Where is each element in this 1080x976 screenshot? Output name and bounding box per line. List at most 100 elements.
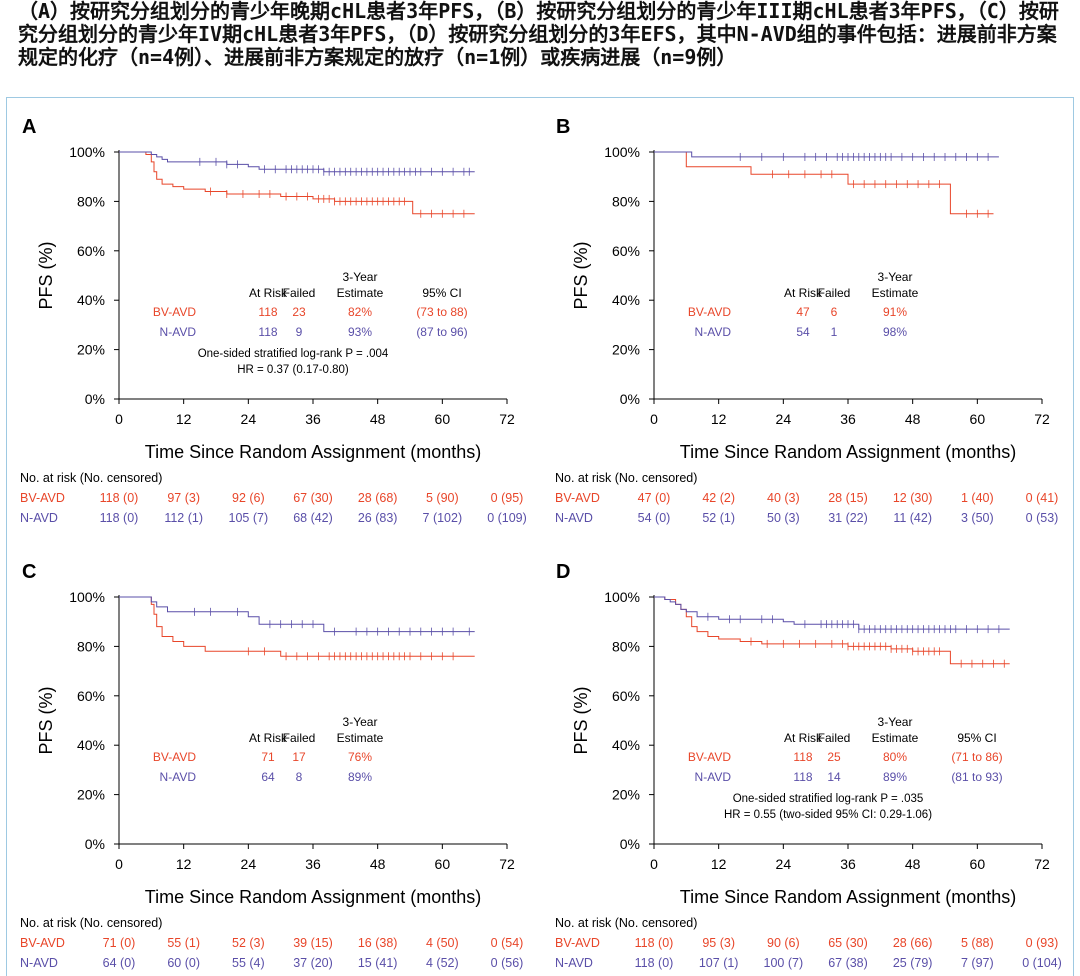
x-tick-label: 24 <box>776 411 792 427</box>
y-axis-label: PFS (%) <box>571 241 591 309</box>
at-risk-cell: 0 (109) <box>487 511 527 525</box>
stat-note: One-sided stratified log-rank P = .004 <box>198 348 389 360</box>
table-header: Estimate <box>337 731 384 745</box>
table-cell: 64 <box>261 770 275 784</box>
at-risk-cell: 118 (0) <box>635 956 674 970</box>
at-risk-cell: 1 (40) <box>961 491 994 505</box>
x-tick-label: 60 <box>435 411 451 427</box>
table-header: Estimate <box>872 731 919 745</box>
x-tick-label: 36 <box>305 856 321 872</box>
x-axis-label: Time Since Random Assignment (months) <box>680 442 1016 462</box>
table-row-label: N-AVD <box>695 325 732 339</box>
table-cell: 80% <box>883 750 907 764</box>
x-tick-label: 36 <box>840 411 856 427</box>
at-risk-title: No. at risk (No. censored) <box>20 916 162 930</box>
panel-B: B 0% 20% 40% 60% 80% 100% 0 12 24 36 48 60 72 Time Sin… <box>555 116 1058 525</box>
x-tick-label: 36 <box>840 856 856 872</box>
table-row-label: BV-AVD <box>688 305 731 319</box>
at-risk-cell: 0 (56) <box>491 956 524 970</box>
at-risk-cell: 3 (50) <box>961 511 994 525</box>
x-tick-label: 60 <box>970 411 986 427</box>
table-row-label: N-AVD <box>160 770 197 784</box>
at-risk-title: No. at risk (No. censored) <box>555 471 697 485</box>
y-tick-label: 40% <box>612 737 640 753</box>
at-risk-title: No. at risk (No. censored) <box>555 916 697 930</box>
at-risk-row-label: BV-AVD <box>20 491 65 505</box>
table-cell: 118 <box>793 770 812 784</box>
at-risk-cell: 47 (0) <box>638 491 671 505</box>
panel-letter: D <box>556 561 570 583</box>
at-risk-cell: 118 (0) <box>635 936 674 950</box>
at-risk-cell: 0 (41) <box>1026 491 1059 505</box>
at-risk-cell: 90 (6) <box>767 936 800 950</box>
stat-note: HR = 0.37 (0.17-0.80) <box>237 364 349 376</box>
at-risk-cell: 118 (0) <box>100 491 139 505</box>
table-cell: 118 <box>793 750 812 764</box>
at-risk-cell: 105 (7) <box>229 511 269 525</box>
panel-letter: A <box>22 116 36 138</box>
table-header: 95% CI <box>957 731 996 745</box>
at-risk-cell: 0 (53) <box>1026 511 1059 525</box>
at-risk-row-label: N-AVD <box>20 511 58 525</box>
at-risk-row-label: N-AVD <box>20 956 58 970</box>
at-risk-cell: 0 (104) <box>1022 956 1062 970</box>
y-axis-label: PFS (%) <box>571 686 591 754</box>
y-tick-label: 100% <box>604 589 640 605</box>
table-row-label: N-AVD <box>160 325 197 339</box>
at-risk-cell: 40 (3) <box>767 491 800 505</box>
y-tick-label: 0% <box>620 836 640 852</box>
x-tick-label: 12 <box>711 856 727 872</box>
x-tick-label: 12 <box>176 856 192 872</box>
at-risk-cell: 112 (1) <box>164 511 203 525</box>
at-risk-cell: 28 (68) <box>358 491 398 505</box>
at-risk-cell: 64 (0) <box>103 956 136 970</box>
x-tick-label: 72 <box>1034 411 1050 427</box>
x-tick-label: 0 <box>115 411 123 427</box>
at-risk-row-label: N-AVD <box>555 511 593 525</box>
y-tick-label: 40% <box>612 292 640 308</box>
at-risk-cell: 54 (0) <box>638 511 671 525</box>
table-header: 3-Year <box>878 715 913 729</box>
x-tick-label: 24 <box>241 856 257 872</box>
x-tick-label: 60 <box>435 856 451 872</box>
table-header: Failed <box>818 286 851 300</box>
table-cell: 25 <box>827 750 841 764</box>
y-tick-label: 20% <box>77 787 105 803</box>
y-axis-label: PFS (%) <box>36 241 56 309</box>
table-header: At Risk <box>784 731 823 745</box>
at-risk-cell: 55 (1) <box>167 936 200 950</box>
table-cell: 89% <box>348 770 372 784</box>
x-tick-label: 0 <box>650 411 658 427</box>
at-risk-cell: 5 (90) <box>426 491 459 505</box>
at-risk-cell: 52 (1) <box>702 511 735 525</box>
x-tick-label: 0 <box>115 856 123 872</box>
x-tick-label: 48 <box>370 411 386 427</box>
y-tick-label: 60% <box>77 243 105 259</box>
table-header: 95% CI <box>422 286 461 300</box>
table-cell: 8 <box>296 770 303 784</box>
at-risk-cell: 5 (88) <box>961 936 994 950</box>
x-tick-label: 72 <box>499 411 515 427</box>
at-risk-row-label: N-AVD <box>555 956 593 970</box>
table-header: Estimate <box>337 286 384 300</box>
at-risk-cell: 107 (1) <box>699 956 739 970</box>
at-risk-cell: 39 (15) <box>293 936 333 950</box>
table-row-label: BV-AVD <box>153 750 196 764</box>
series-line-bv-avd <box>119 151 475 215</box>
at-risk-cell: 42 (2) <box>702 491 735 505</box>
at-risk-cell: 26 (83) <box>358 511 398 525</box>
table-cell: 71 <box>261 750 275 764</box>
table-header: Failed <box>818 731 851 745</box>
figure-caption: （A）按研究分组划分的青少年晚期cHL患者3年PFS，（B）按研究分组划分的青少… <box>18 0 1059 69</box>
table-cell: 14 <box>827 770 841 784</box>
y-tick-label: 100% <box>604 144 640 160</box>
y-tick-label: 100% <box>69 589 105 605</box>
at-risk-cell: 16 (38) <box>358 936 398 950</box>
x-axis-label: Time Since Random Assignment (months) <box>145 442 481 462</box>
y-tick-label: 40% <box>77 292 105 308</box>
table-header: 3-Year <box>343 270 378 284</box>
at-risk-cell: 7 (97) <box>961 956 994 970</box>
at-risk-cell: 52 (3) <box>232 936 265 950</box>
y-tick-label: 20% <box>612 787 640 803</box>
at-risk-cell: 118 (0) <box>100 511 139 525</box>
